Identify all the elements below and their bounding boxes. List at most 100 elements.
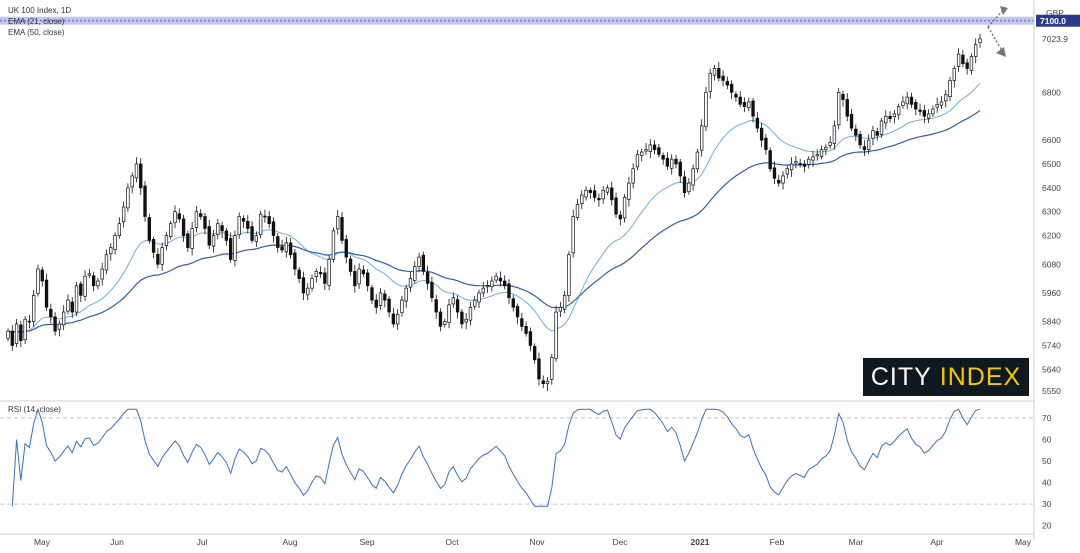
candle-body	[605, 187, 610, 193]
month-tick-label: Apr	[930, 537, 943, 547]
candle-body	[498, 277, 503, 282]
candle-body	[896, 106, 901, 116]
candle-body	[36, 268, 40, 294]
candle-body	[490, 280, 494, 288]
candle-body	[383, 293, 387, 301]
candle-body	[378, 292, 383, 306]
candle-body	[682, 176, 687, 193]
candle-body	[348, 258, 353, 272]
price-tick-label: 6080	[1042, 259, 1061, 269]
candle-body	[571, 216, 575, 254]
candle-body	[134, 163, 139, 179]
candle-body	[10, 330, 14, 346]
candle-body	[246, 220, 250, 229]
candle-body	[657, 147, 661, 155]
candle-body	[635, 154, 640, 168]
candle-body	[503, 280, 507, 287]
candle-body	[425, 272, 430, 284]
price-tick-label: 5840	[1042, 317, 1061, 327]
candle-body	[297, 269, 301, 279]
candle-body	[151, 239, 156, 253]
candle-body	[216, 223, 220, 236]
last-price-label: 7023.9	[1042, 34, 1068, 44]
candle-body	[460, 311, 464, 325]
candle-body	[32, 294, 36, 322]
candle-body	[395, 314, 400, 325]
candle-body	[263, 215, 267, 218]
candle-body	[387, 298, 391, 313]
month-tick-label: Dec	[612, 537, 628, 547]
candle-body	[117, 223, 122, 236]
candle-body	[849, 113, 854, 129]
candle-body	[888, 115, 892, 119]
ema-slow-legend: EMA (50, close)	[8, 28, 65, 37]
candle-body	[438, 311, 443, 327]
candle-body	[109, 247, 113, 255]
candle-body	[186, 233, 190, 248]
candle-body	[592, 190, 597, 198]
candle-body	[96, 280, 100, 287]
candle-body	[477, 292, 481, 303]
candle-body	[160, 247, 164, 265]
month-tick-label: Jul	[197, 537, 208, 547]
resistance-level-label: 7100.0	[1040, 16, 1066, 26]
candle-body	[70, 301, 74, 313]
month-tick-label: Nov	[529, 537, 545, 547]
candle-body	[854, 128, 858, 136]
candle-body	[451, 297, 455, 305]
month-tick-label: Jun	[110, 537, 124, 547]
candle-body	[610, 187, 614, 201]
candle-body	[601, 189, 605, 200]
candle-body	[708, 72, 712, 92]
candle-body	[211, 235, 216, 247]
candle-body	[781, 175, 785, 184]
candle-body	[807, 158, 811, 165]
ema-fast-legend: EMA (21, close)	[8, 17, 65, 26]
month-tick-label: Aug	[282, 537, 297, 547]
candle-body	[353, 271, 357, 287]
candle-body	[631, 168, 635, 184]
candle-body	[258, 213, 263, 236]
rsi-legend: RSI (14, close)	[8, 405, 61, 414]
candle-body	[413, 266, 417, 281]
chart-title: UK 100 Index, 1D	[8, 6, 72, 15]
candle-body	[640, 151, 644, 156]
month-tick-label: Sep	[359, 537, 374, 547]
candle-body	[717, 68, 721, 79]
candle-body	[79, 283, 83, 296]
month-tick-label: May	[1015, 537, 1032, 547]
candle-body	[862, 146, 867, 151]
candle-body	[139, 163, 143, 189]
candle-body	[952, 68, 956, 81]
candle-body	[104, 254, 109, 271]
candle-body	[455, 299, 460, 313]
candle-body	[824, 146, 828, 151]
candle-body	[584, 189, 588, 198]
candle-body	[789, 163, 794, 171]
projection-down-arrow	[987, 26, 1005, 55]
candle-body	[777, 179, 781, 184]
candle-body	[909, 96, 914, 105]
candle-body	[66, 299, 70, 312]
candle-body	[374, 299, 378, 308]
candle-body	[948, 80, 952, 97]
candle-body	[785, 168, 789, 175]
candle-body	[858, 134, 862, 146]
candle-body	[6, 330, 10, 339]
candle-body	[974, 44, 978, 57]
candle-body	[194, 211, 199, 228]
candle-body	[901, 101, 905, 107]
candle-body	[798, 163, 802, 165]
candle-body	[884, 115, 888, 124]
candle-body	[691, 168, 695, 186]
candle-body	[181, 218, 186, 236]
candle-body	[588, 189, 593, 193]
candle-body	[91, 275, 96, 287]
candle-body	[768, 150, 772, 170]
candle-body	[370, 287, 374, 301]
price-tick-label: 5640	[1042, 364, 1061, 374]
resistance-level-tag	[1036, 14, 1080, 27]
candle-body	[511, 298, 515, 308]
candle-body	[712, 68, 717, 76]
